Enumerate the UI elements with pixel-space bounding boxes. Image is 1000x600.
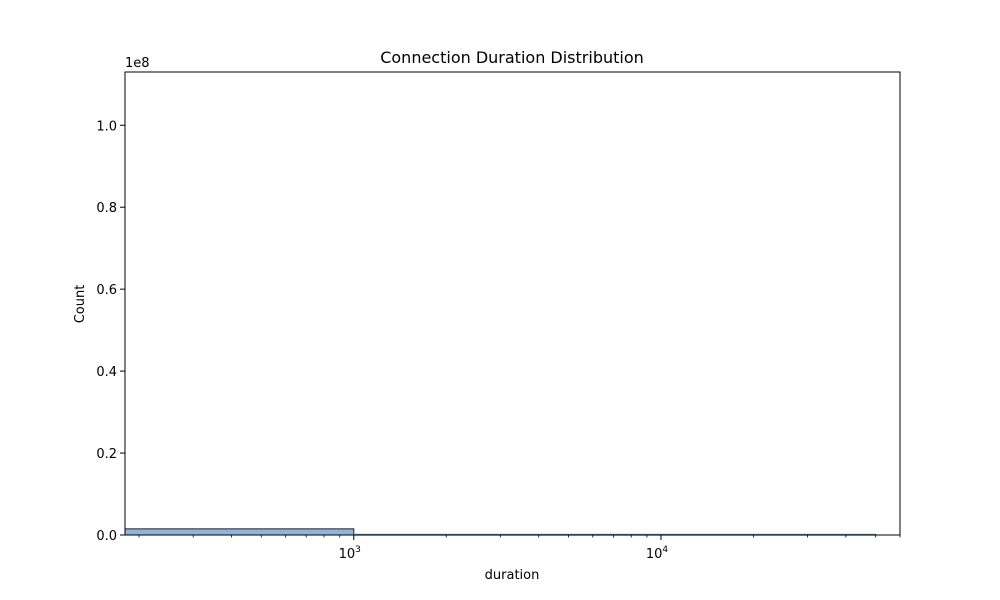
y-tick-label-4: 0.8 <box>96 201 117 216</box>
histogram-bar-0 <box>124 528 355 536</box>
plot-area-frame <box>124 71 901 536</box>
y-tick-label-0: 0.0 <box>96 529 117 544</box>
y-axis-label: Count <box>73 285 88 324</box>
y-tick-label-1: 0.2 <box>96 447 117 462</box>
y-tick-label-3: 0.6 <box>96 283 117 298</box>
chart-title: Connection Duration Distribution <box>380 48 644 67</box>
y-tick-label-2: 0.4 <box>96 365 117 380</box>
y-tick-label-5: 1.0 <box>96 119 117 134</box>
x-tick-label-0: 103 <box>339 545 361 562</box>
x-axis-label: duration <box>485 568 540 583</box>
y-axis-offset-label: 1e8 <box>125 56 150 71</box>
x-tick-label-1: 104 <box>646 545 669 562</box>
